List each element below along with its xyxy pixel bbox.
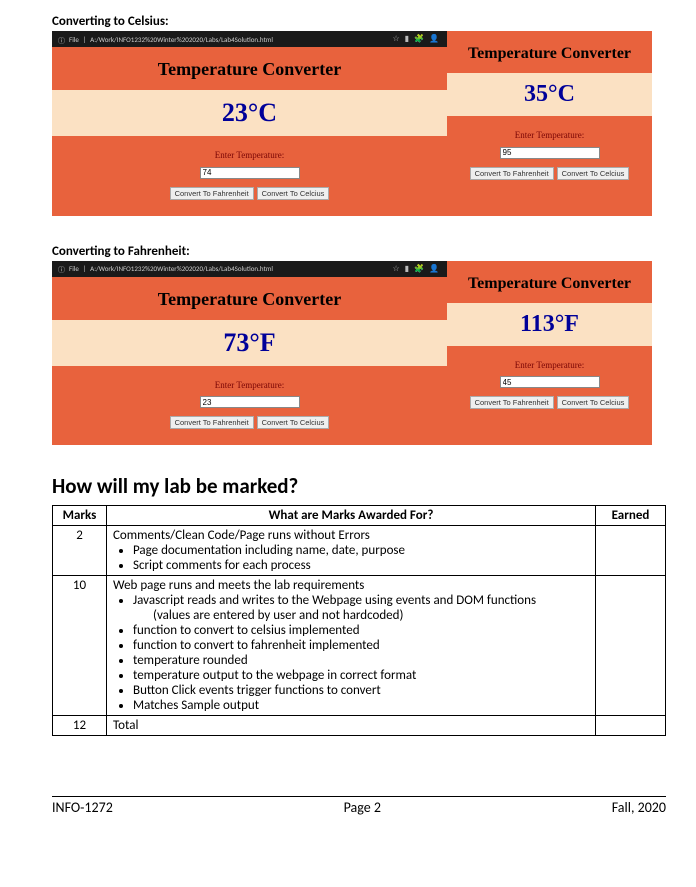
convert-fahrenheit-button[interactable]: Convert To Fahrenheit — [170, 187, 254, 200]
criteria-cell: Comments/Clean Code/Page runs without Er… — [107, 526, 596, 576]
result-value: 35°C — [524, 81, 575, 107]
rubric-table: Marks What are Marks Awarded For? Earned… — [52, 505, 666, 736]
temperature-input[interactable] — [200, 167, 300, 179]
star-icon: ☆ — [392, 34, 399, 44]
marks-cell: 12 — [53, 716, 107, 736]
footer-divider — [52, 796, 666, 797]
titlebar-path: A:/Work/INFO1232%20Winter%202020/Labs/La… — [90, 35, 273, 44]
temperature-input[interactable] — [500, 376, 600, 388]
col-marks: Marks — [53, 506, 107, 526]
temperature-input[interactable] — [500, 147, 600, 159]
convert-celsius-button[interactable]: Convert To Celcius — [557, 167, 630, 180]
profile-icon: 👤 — [429, 34, 439, 44]
criteria-cell: Web page runs and meets the lab requirem… — [107, 576, 596, 716]
converter-title: Temperature Converter — [52, 277, 447, 320]
temperature-input[interactable] — [200, 396, 300, 408]
marks-cell: 10 — [53, 576, 107, 716]
titlebar-file-label: File — [69, 264, 79, 273]
convert-celsius-button[interactable]: Convert To Celcius — [257, 416, 330, 429]
input-label: Enter Temperature: — [52, 150, 447, 160]
tab-icon: ▮ — [405, 34, 409, 44]
result-band: 35°C — [447, 73, 652, 116]
result-value: 113°F — [520, 311, 579, 337]
section2-heading: Converting to Fahrenheit: — [52, 244, 666, 259]
fahrenheit-screenshot-row: ⓘ File | A:/Work/INFO1232%20Winter%20202… — [52, 261, 666, 446]
marks-cell: 2 — [53, 526, 107, 576]
titlebar-path: A:/Work/INFO1232%20Winter%202020/Labs/La… — [90, 264, 273, 273]
fahrenheit-shot-right: Temperature Converter 113°F Enter Temper… — [447, 261, 652, 446]
browser-titlebar: ⓘ File | A:/Work/INFO1232%20Winter%20202… — [52, 31, 447, 47]
result-band: 73°F — [52, 320, 447, 366]
result-value: 23°C — [222, 98, 277, 127]
earned-cell — [596, 526, 666, 576]
fahrenheit-shot-left: ⓘ File | A:/Work/INFO1232%20Winter%20202… — [52, 261, 447, 446]
tab-icon: ▮ — [405, 264, 409, 274]
star-icon: ☆ — [392, 264, 399, 274]
input-label: Enter Temperature: — [447, 360, 652, 370]
celsius-shot-left: ⓘ File | A:/Work/INFO1232%20Winter%20202… — [52, 31, 447, 216]
converter-title: Temperature Converter — [52, 47, 447, 90]
col-earned: Earned — [596, 506, 666, 526]
celsius-screenshot-row: ⓘ File | A:/Work/INFO1232%20Winter%20202… — [52, 31, 666, 216]
rubric-heading: How will my lab be marked? — [52, 473, 666, 499]
input-label: Enter Temperature: — [52, 380, 447, 390]
convert-celsius-button[interactable]: Convert To Celcius — [257, 187, 330, 200]
earned-cell — [596, 576, 666, 716]
extension-icon: 🧩 — [414, 34, 424, 44]
input-label: Enter Temperature: — [447, 130, 652, 140]
info-icon: ⓘ — [58, 36, 65, 43]
converter-title: Temperature Converter — [447, 261, 652, 303]
info-icon: ⓘ — [58, 265, 65, 272]
footer-left: INFO-1272 — [52, 799, 113, 816]
converter-title: Temperature Converter — [447, 31, 652, 73]
extension-icon: 🧩 — [414, 264, 424, 274]
col-what: What are Marks Awarded For? — [107, 506, 596, 526]
convert-fahrenheit-button[interactable]: Convert To Fahrenheit — [470, 167, 554, 180]
earned-cell — [596, 716, 666, 736]
profile-icon: 👤 — [429, 264, 439, 274]
result-band: 113°F — [447, 303, 652, 346]
result-band: 23°C — [52, 90, 447, 136]
footer-right: Fall, 2020 — [612, 799, 666, 816]
celsius-shot-right: Temperature Converter 35°C Enter Tempera… — [447, 31, 652, 216]
section1-heading: Converting to Celsius: — [52, 14, 666, 29]
page-footer: INFO-1272 Page 2 Fall, 2020 — [52, 799, 666, 816]
result-value: 73°F — [223, 328, 275, 357]
browser-titlebar: ⓘ File | A:/Work/INFO1232%20Winter%20202… — [52, 261, 447, 277]
convert-fahrenheit-button[interactable]: Convert To Fahrenheit — [470, 396, 554, 409]
convert-fahrenheit-button[interactable]: Convert To Fahrenheit — [170, 416, 254, 429]
footer-center: Page 2 — [344, 799, 381, 816]
titlebar-file-label: File — [69, 35, 79, 44]
convert-celsius-button[interactable]: Convert To Celcius — [557, 396, 630, 409]
criteria-cell: Total — [107, 716, 596, 736]
